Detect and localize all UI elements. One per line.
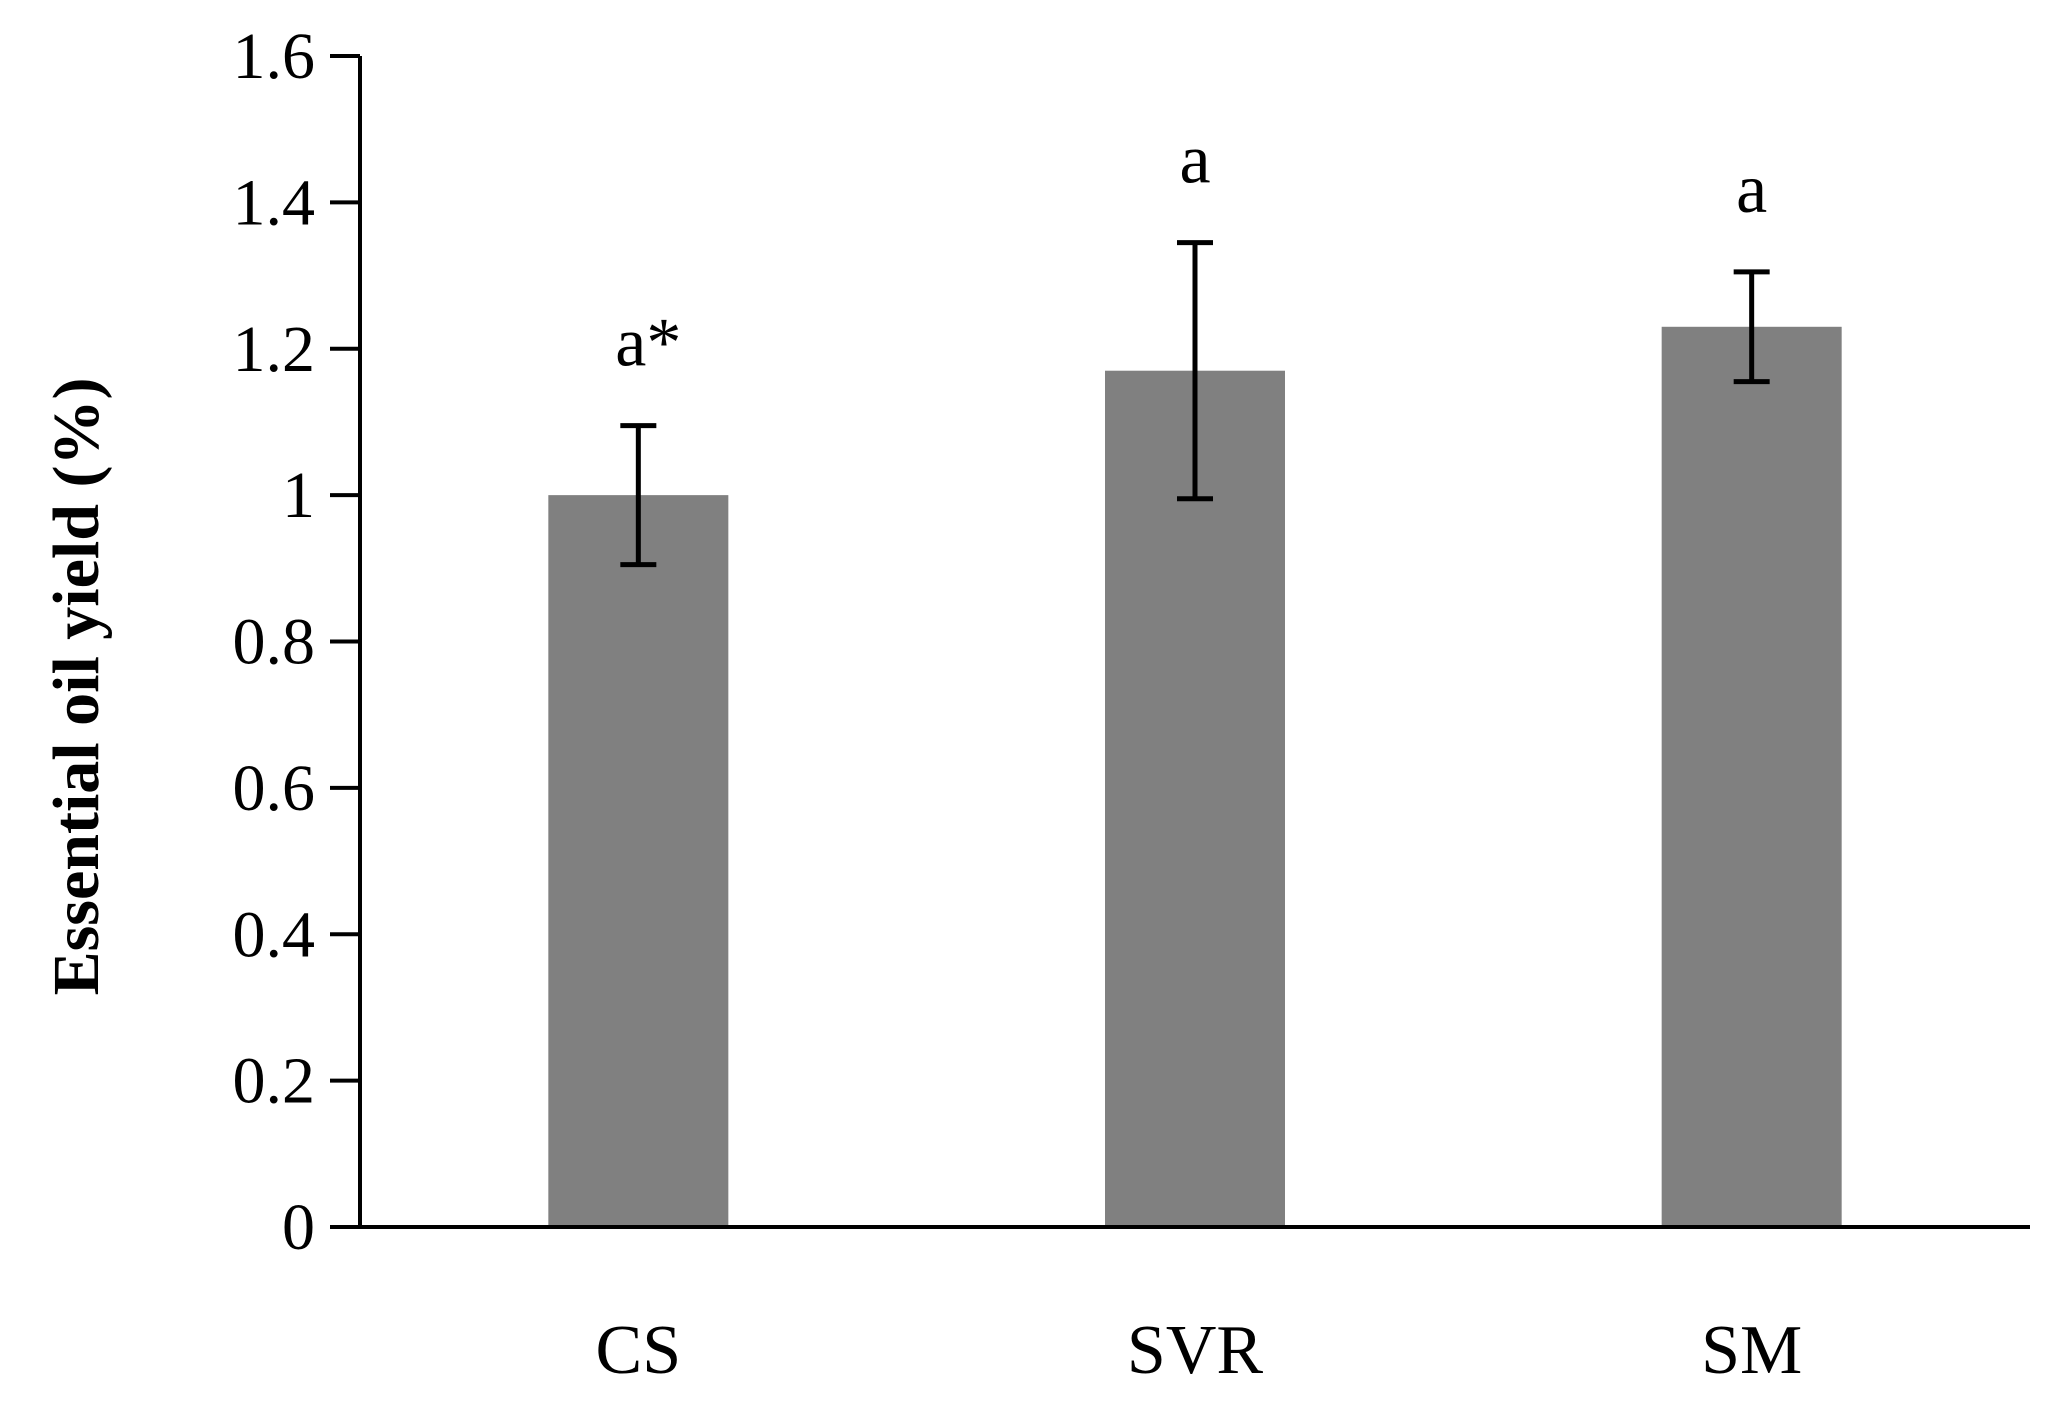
axes-layer <box>330 54 2030 1229</box>
labels-layer: a* CS a SVR a SM 0 0.2 0.4 0.6 0.8 1 1.2 1.4 1.6 <box>233 20 1803 1389</box>
significance-label-svr: a <box>1179 122 1210 199</box>
x-tick-label-svr: SVR <box>1127 1312 1263 1389</box>
y-tick-label: 0.6 <box>233 752 316 825</box>
bar-svr <box>1105 370 1285 1227</box>
y-tick-label: 1.6 <box>233 20 316 93</box>
y-tick-label: 0.2 <box>233 1045 316 1118</box>
y-tick-label: 1.2 <box>233 313 316 386</box>
y-axis-title: Essential oil yield (%) <box>40 378 113 996</box>
y-tick-label: 1.4 <box>233 166 316 239</box>
significance-label-sm: a <box>1736 151 1767 228</box>
y-tick-label: 0.4 <box>233 898 316 971</box>
y-tick-label: 0 <box>282 1191 315 1264</box>
bars-layer <box>548 326 1842 1227</box>
x-tick-label-sm: SM <box>1701 1312 1802 1389</box>
y-tick-label: 0.8 <box>233 606 316 679</box>
bar-sm <box>1661 326 1842 1227</box>
significance-label-cs: a* <box>615 305 681 382</box>
y-tick-label: 1 <box>282 459 315 532</box>
error-bars-layer <box>620 240 1770 568</box>
x-tick-label-cs: CS <box>596 1312 682 1389</box>
bar-cs <box>548 495 729 1227</box>
